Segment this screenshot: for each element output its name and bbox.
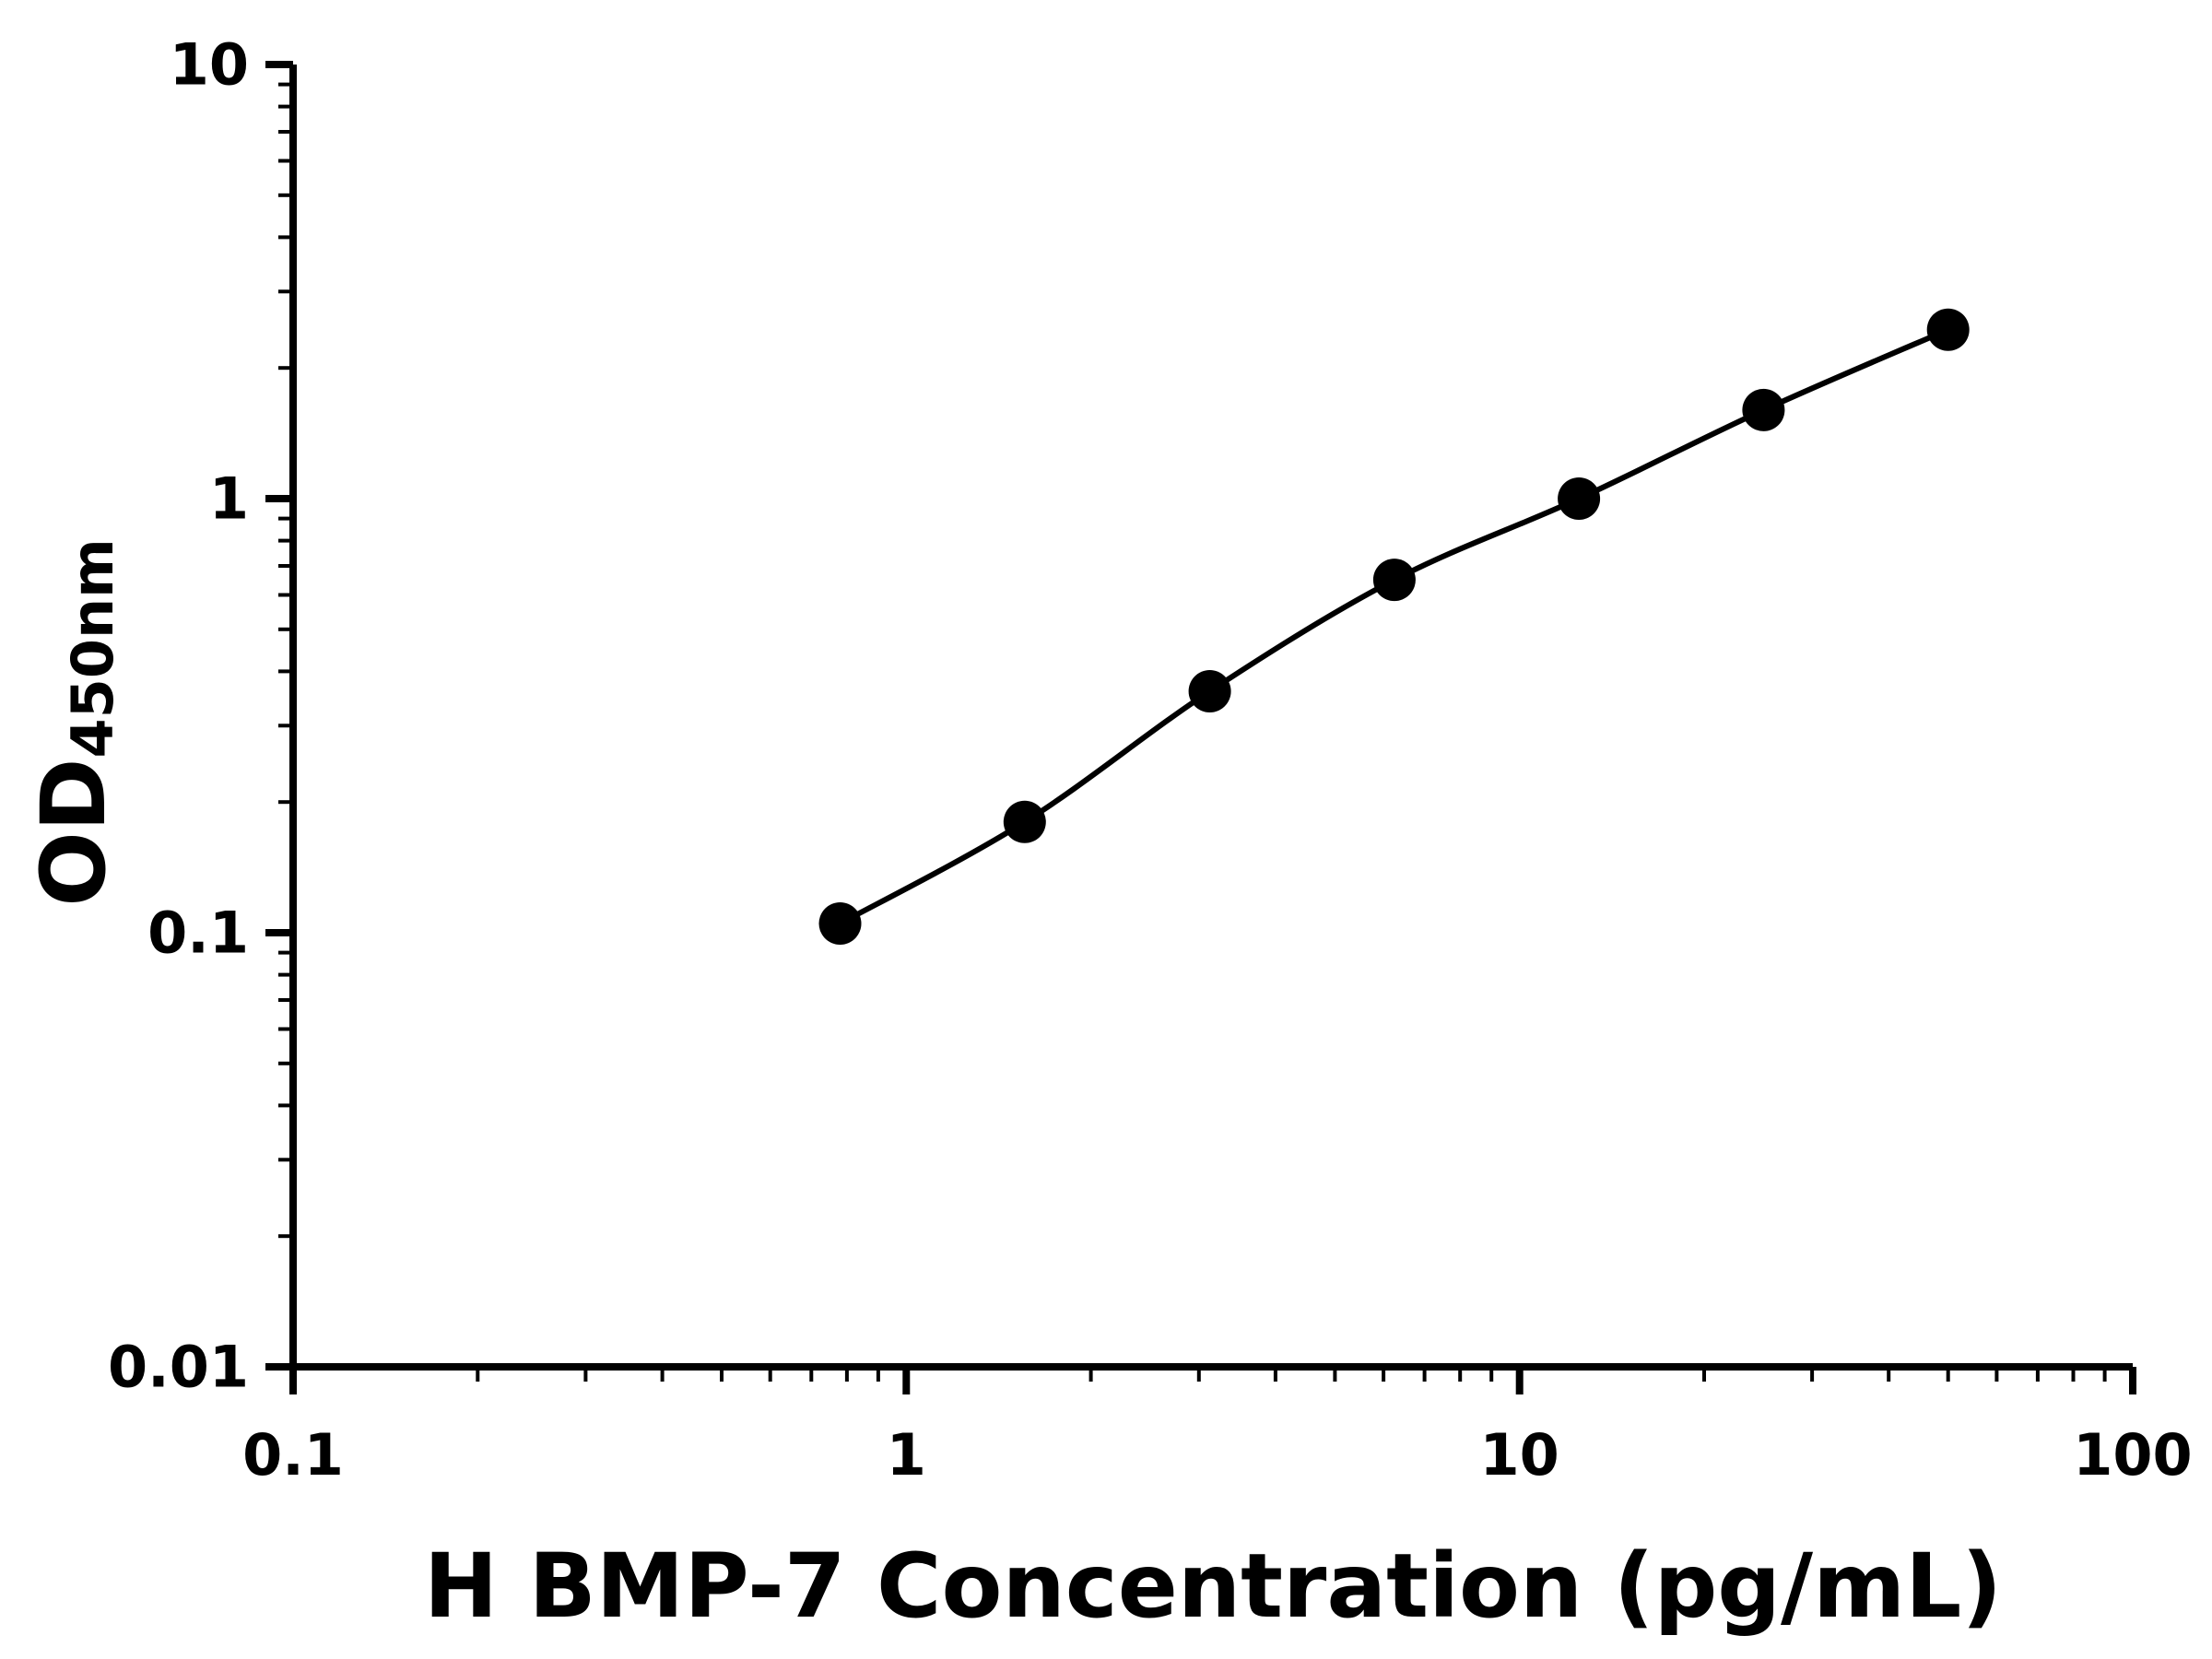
y-axis-title-main: OD: [22, 758, 125, 907]
y-tick-label: 1: [209, 465, 249, 533]
y-axis-title-subscript: 450nm: [58, 538, 126, 759]
y-tick-label: 0.1: [147, 900, 249, 967]
x-tick-label: 0.1: [242, 1421, 344, 1488]
data-point: [1003, 800, 1046, 843]
y-tick-label: 10: [170, 31, 249, 99]
x-tick-label: 10: [1480, 1421, 1559, 1488]
data-point: [818, 902, 862, 945]
axis-spines: [289, 65, 2133, 1371]
x-tick-label: 100: [2073, 1421, 2192, 1488]
y-tick-label: 0.01: [108, 1334, 249, 1401]
data-point: [1558, 477, 1601, 520]
data-point: [1742, 388, 1785, 431]
y-axis-title: OD450nm: [22, 538, 126, 907]
data-point: [1188, 670, 1231, 712]
data-point: [1372, 559, 1416, 602]
data-point: [1926, 308, 1970, 351]
x-axis-title-text: H BMP-7 Concentration (pg/mL): [423, 1535, 2003, 1638]
x-axis-title: H BMP-7 Concentration (pg/mL): [424, 1535, 2002, 1638]
x-tick-label: 1: [887, 1421, 926, 1488]
